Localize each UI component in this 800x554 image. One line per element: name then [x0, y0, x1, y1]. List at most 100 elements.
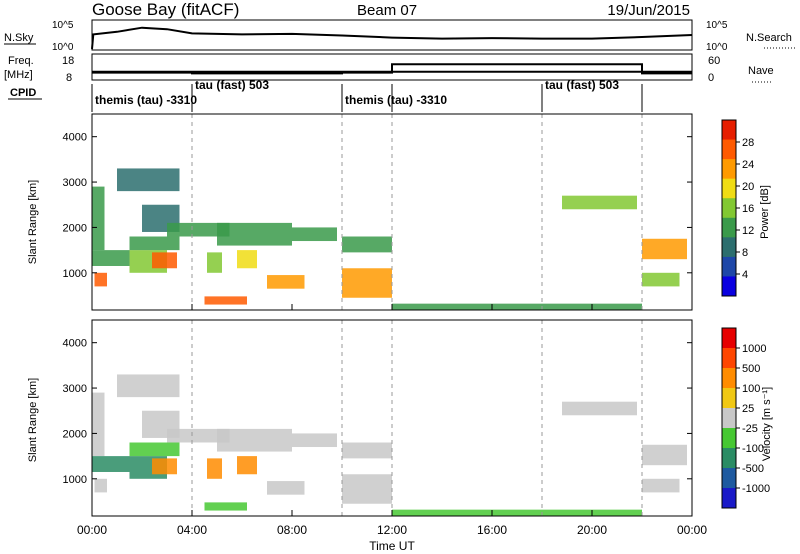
power-yticks: 4000 3000 2000 1000: [63, 132, 692, 280]
velocity-echo-cell: [152, 458, 177, 475]
power-echo-cell: [207, 252, 222, 273]
velocity-colorbar-swatch: [722, 348, 736, 369]
velocity-echo-cell: [207, 458, 222, 479]
velocity-colorbar-swatch: [722, 428, 736, 449]
velocity-colorbar-tick-label: 100: [742, 383, 760, 395]
velocity-colorbar-swatch: [722, 468, 736, 489]
velocity-echo-cell: [292, 433, 337, 448]
power-y-tick-label: 2000: [63, 222, 87, 234]
velocity-echo-cell: [117, 374, 180, 398]
x-tick-label: 16:00: [477, 523, 507, 537]
velocity-echo-cell: [392, 509, 642, 516]
power-echo-cell: [129, 236, 180, 251]
station-title: Goose Bay (fitACF): [92, 0, 239, 19]
x-tick-label: 08:00: [277, 523, 307, 537]
power-y-tick-label: 1000: [63, 268, 87, 280]
velocity-echoes: [92, 320, 687, 516]
power-colorbar-swatch: [722, 276, 736, 297]
velocity-colorbar-swatch: [722, 328, 736, 349]
velocity-colorbar-swatch: [722, 368, 736, 389]
power-colorbar-tick-label: 16: [742, 203, 754, 215]
velocity-echo-cell: [237, 456, 257, 475]
beam-title: Beam 07: [357, 2, 417, 19]
velocity-echo-cell: [129, 442, 180, 457]
noise-search-line: [91, 26, 693, 50]
power-echo-cell: [167, 222, 230, 237]
velocity-echo-cell: [92, 456, 130, 472]
power-echo-cell: [392, 303, 642, 310]
cpid-segment-label: tau (fast) 503: [545, 78, 619, 92]
velocity-echo-cell: [92, 392, 105, 457]
power-echo-cell: [237, 250, 257, 269]
nave-tick-bottom: 0: [708, 72, 714, 84]
velocity-ylabel: Slant Range [km]: [27, 378, 39, 462]
x-axis-ticks: 00:00 04:00 08:00 12:00 16:00 20:00 00:00: [77, 304, 707, 537]
velocity-colorbar: 1000 500 100 25 -25 -100 -500 -1000: [721, 327, 770, 509]
power-colorbar-tick-label: 20: [742, 181, 754, 193]
velocity-colorbar-tick-label: 1000: [742, 343, 766, 355]
power-echo-cell: [642, 238, 687, 260]
power-colorbar-swatch: [722, 139, 736, 160]
power-echo-cell: [267, 275, 305, 289]
power-colorbar-swatch: [722, 217, 736, 238]
power-colorbar-swatch: [722, 178, 736, 199]
x-tick-label: 00:00: [77, 523, 107, 537]
velocity-colorbar-tick-label: 500: [742, 363, 760, 375]
velocity-echo-cell: [642, 444, 687, 466]
power-ylabel: Slant Range [km]: [27, 180, 39, 264]
velocity-echo-cell: [342, 442, 392, 459]
noise-panel-frame: [91, 19, 693, 51]
nave-tick-top: 60: [708, 55, 720, 67]
cpid-segment-label: themis (tau) -3310: [95, 93, 197, 107]
date-title: 19/Jun/2015: [607, 2, 690, 19]
cpid-segment-label: themis (tau) -3310: [345, 93, 447, 107]
noise-right-tick-bottom: 10^0: [706, 42, 728, 53]
velocity-colorbar-tick-label: -500: [742, 463, 764, 475]
velocity-colorbar-frame: [721, 327, 737, 509]
power-echo-cell: [204, 296, 247, 305]
velocity-colorbar-tick-label: -1000: [742, 483, 770, 495]
velocity-colorbar-swatch: [722, 448, 736, 469]
noise-left-tick-top: 10^5: [52, 20, 74, 31]
cpid-segments: themis (tau) -3310 tau (fast) 503 themis (…: [95, 78, 643, 112]
power-colorbar-swatch: [722, 159, 736, 180]
power-echo-cell: [152, 252, 177, 269]
power-colorbar-swatch: [722, 237, 736, 258]
power-echo-cell: [117, 168, 180, 192]
power-colorbar-swatch: [722, 120, 736, 141]
velocity-colorbar-tick-label: 25: [742, 403, 754, 415]
velocity-y-tick-label: 4000: [63, 338, 87, 350]
velocity-colorbar-swatch: [722, 388, 736, 409]
velocity-colorbar-tick-label: -100: [742, 443, 764, 455]
velocity-echo-cell: [342, 474, 392, 504]
power-echo-cell: [92, 250, 130, 266]
velocity-echo-cell: [642, 478, 680, 493]
freq-label-2: [MHz]: [4, 69, 33, 81]
power-colorbar-swatch: [722, 256, 736, 277]
power-colorbar-tick-label: 8: [742, 247, 748, 259]
power-colorbar-label: Power [dB]: [759, 185, 771, 239]
power-colorbar-tick-label: 12: [742, 225, 754, 237]
power-colorbar: 28 24 20 16 12 8 4: [721, 119, 754, 297]
velocity-echo-cell: [94, 478, 107, 493]
cpid-label: CPID: [10, 87, 36, 99]
velocity-echo-cell: [204, 502, 247, 511]
power-echo-cell: [342, 236, 392, 253]
noise-sky-label: N.Sky: [4, 32, 34, 44]
nave-series-line: [92, 63, 692, 75]
power-echo-cell: [292, 227, 337, 242]
power-echo-cell: [642, 272, 680, 287]
power-echo-cell: [562, 195, 637, 210]
power-y-tick-label: 3000: [63, 177, 87, 189]
power-echo-cell: [92, 186, 105, 251]
velocity-yticks: 4000 3000 2000 1000: [63, 338, 692, 486]
velocity-y-tick-label: 1000: [63, 474, 87, 486]
freq-label-1: Freq.: [8, 55, 34, 67]
velocity-colorbar-label: Velocity [m s⁻¹]: [761, 387, 773, 461]
nave-label: Nave: [748, 65, 774, 77]
power-echo-cell: [217, 222, 292, 246]
power-echoes: [92, 114, 687, 310]
noise-left-tick-bottom: 10^0: [52, 42, 74, 53]
power-y-tick-label: 4000: [63, 132, 87, 144]
